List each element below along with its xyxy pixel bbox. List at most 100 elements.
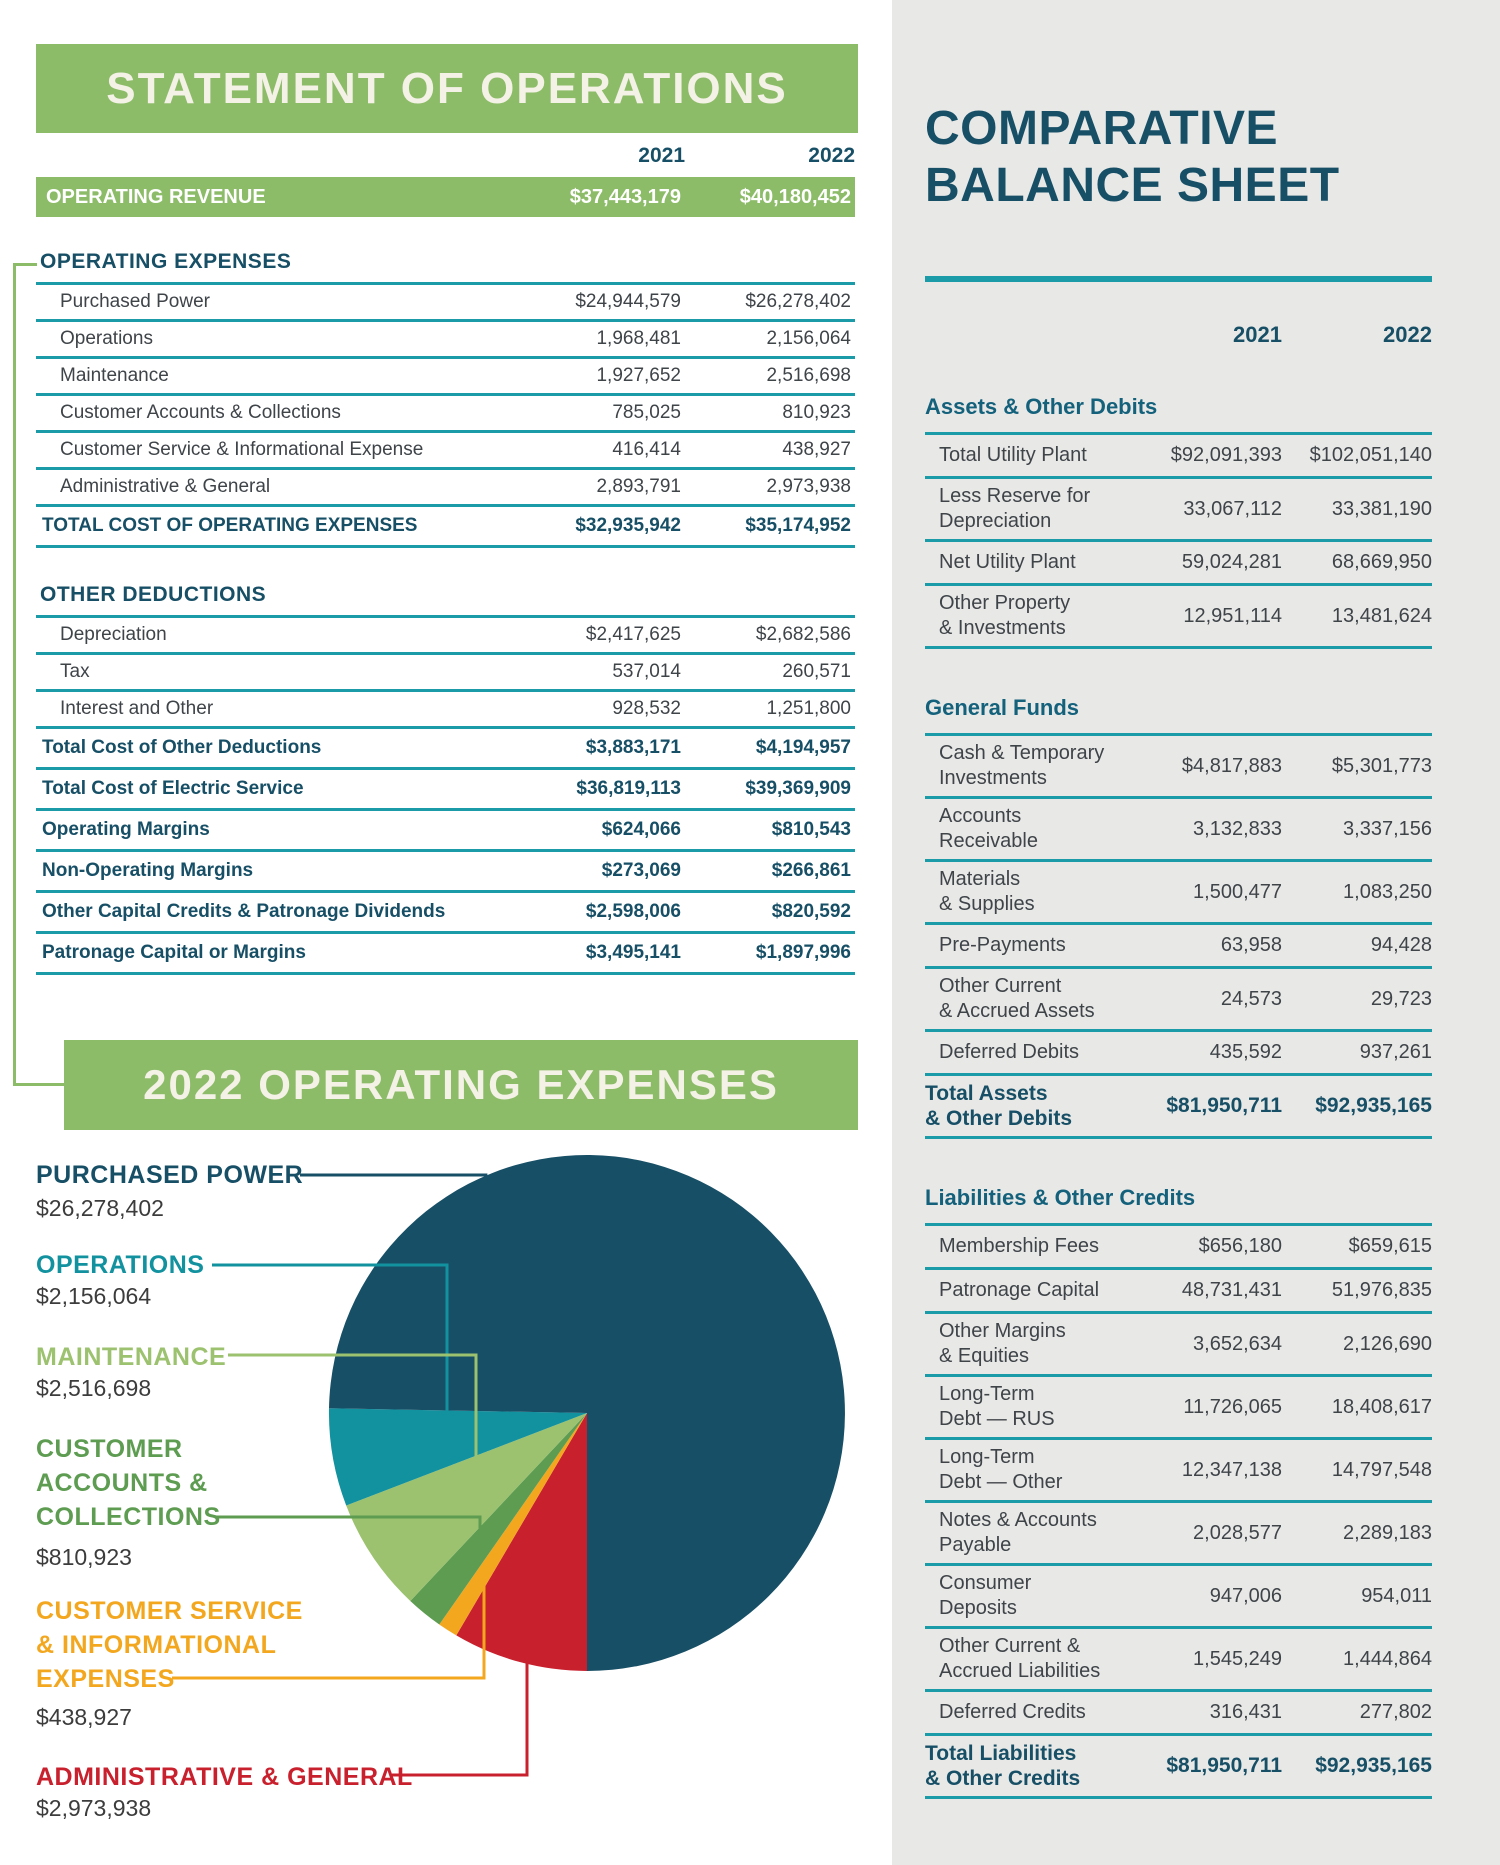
section-heading-general-funds: General Funds <box>925 695 1080 720</box>
value-2022: $26,278,402 <box>745 291 851 312</box>
table-row: Long-Term Debt — Other 12,347,138 14,797,5… <box>925 1440 1432 1503</box>
table-row: Tax 537,014 260,571 <box>36 655 855 692</box>
row-label: Total Assets & Other Debits <box>925 1082 1073 1130</box>
table-row: Deferred Debits 435,592 937,261 <box>925 1032 1432 1076</box>
value-2022: 1,083,250 <box>1343 880 1432 903</box>
balance-year-headers: 2021 2022 <box>925 322 1432 348</box>
value-2022: $39,369,909 <box>745 778 851 799</box>
row-label: TOTAL COST OF OPERATING EXPENSES <box>42 515 418 536</box>
statement-title: STATEMENT OF OPERATIONS <box>106 63 788 113</box>
value-2021: 3,652,634 <box>1193 1332 1282 1355</box>
table-row: Patronage Capital 48,731,431 51,976,835 <box>925 1270 1432 1314</box>
year-2021-header: 2021 <box>638 144 685 167</box>
value-2021: 947,006 <box>1209 1584 1282 1607</box>
table-row: Consumer Deposits 947,006 954,011 <box>925 1566 1432 1629</box>
table-row: Total Cost of Electric Service $36,819,11… <box>36 770 855 811</box>
statement-of-operations-banner: STATEMENT OF OPERATIONS <box>36 44 858 133</box>
section-rows: Membership Fees $656,180 $659,615 Patronage… <box>925 1223 1432 1799</box>
table-row: Purchased Power $24,944,579 $26,278,402 <box>36 285 855 322</box>
other-deductions-table: Depreciation $2,417,625 $2,682,586 Tax 537,0… <box>36 615 855 975</box>
table-row: Cash & Temporary Investments $4,817,883 $5… <box>925 736 1432 799</box>
table-row: Accounts Receivable 3,132,833 3,337,156 <box>925 799 1432 862</box>
value-2022: $1,897,996 <box>755 942 851 963</box>
pie-legend-label-customer-accounts-collections: CUSTOMER ACCOUNTS & COLLECTIONS <box>36 1435 221 1531</box>
row-label: Patronage Capital <box>939 1279 1100 1301</box>
value-2021: 435,592 <box>1209 1041 1282 1063</box>
value-2022: $102,051,140 <box>1309 444 1432 466</box>
year-2022-header: 2022 <box>808 144 855 167</box>
value-2021: 2,028,577 <box>1193 1521 1282 1544</box>
table-row: Long-Term Debt — RUS 11,726,065 18,408,617 <box>925 1377 1432 1440</box>
value-2021: 59,024,281 <box>1181 551 1282 573</box>
row-label: Less Reserve for Depreciation <box>939 485 1091 532</box>
value-2022: 2,289,183 <box>1343 1521 1432 1544</box>
row-label: Purchased Power <box>60 291 210 312</box>
operating-revenue-2022: $40,180,452 <box>739 185 851 208</box>
pie-legend-value-operations: $2,156,064 <box>36 1283 152 1309</box>
value-2021: 316,431 <box>1209 1701 1282 1723</box>
value-2021: $656,180 <box>1198 1235 1282 1257</box>
row-label: Total Cost of Electric Service <box>42 778 304 799</box>
table-row: Total Assets & Other Debits $81,950,711 $9… <box>925 1076 1432 1139</box>
balance-year-2021: 2021 <box>1233 322 1282 347</box>
table-row: Operating Margins $624,066 $810,543 <box>36 811 855 852</box>
callout-line-customer-accounts-collections <box>215 1515 482 1535</box>
balance-sheet-title-line2: BALANCE SHEET <box>925 159 1340 212</box>
row-label: Depreciation <box>60 624 167 645</box>
pie-legend-value-maintenance: $2,516,698 <box>36 1375 152 1401</box>
row-label: Administrative & General <box>60 476 271 497</box>
table-row: Non-Operating Margins $273,069 $266,861 <box>36 852 855 893</box>
row-label: Materials & Supplies <box>939 868 1035 915</box>
value-2022: 260,571 <box>782 661 851 682</box>
value-2022: $5,301,773 <box>1331 754 1432 777</box>
pie-slice-purchased-power <box>329 1155 845 1671</box>
row-label: Deferred Credits <box>939 1701 1086 1723</box>
value-2021: $624,066 <box>601 819 681 840</box>
table-row: Other Current & Accrued Assets 24,573 29,7… <box>925 969 1432 1032</box>
value-2022: $659,615 <box>1348 1235 1432 1257</box>
row-label: Maintenance <box>60 365 169 386</box>
value-2021: $2,598,006 <box>585 901 681 922</box>
value-2021: 12,951,114 <box>1183 604 1282 627</box>
pie-legend-label-maintenance: MAINTENANCE <box>36 1343 227 1371</box>
table-row: Operations 1,968,481 2,156,064 <box>36 322 855 359</box>
statement-year-headers: 2021 2022 <box>36 140 855 172</box>
value-2022: $35,174,952 <box>745 515 851 536</box>
row-label: Total Utility Plant <box>939 444 1087 466</box>
pie-legend-label-purchased-power: PURCHASED POWER <box>36 1161 304 1189</box>
value-2022: 810,923 <box>782 402 851 423</box>
value-2022: 51,976,835 <box>1331 1279 1432 1301</box>
table-row: Pre-Payments 63,958 94,428 <box>925 925 1432 969</box>
value-2022: 14,797,548 <box>1331 1458 1432 1481</box>
value-2021: 1,545,249 <box>1193 1647 1282 1670</box>
row-label: Patronage Capital or Margins <box>42 942 306 963</box>
operating-expenses-heading: OPERATING EXPENSES <box>40 250 292 273</box>
table-row: Net Utility Plant 59,024,281 68,669,950 <box>925 542 1432 586</box>
row-label: Pre-Payments <box>939 934 1066 956</box>
callout-line-operations <box>212 1263 449 1450</box>
value-2021: 785,025 <box>612 402 681 423</box>
value-2022: 438,927 <box>782 439 851 460</box>
table-row: Other Capital Credits & Patronage Divide… <box>36 893 855 934</box>
value-2021: 1,927,652 <box>596 365 681 386</box>
value-2021: $92,091,393 <box>1170 444 1282 466</box>
value-2022: 29,723 <box>1370 987 1432 1010</box>
callout-line-customer-service-informational-expenses <box>172 1573 486 1680</box>
table-row: Less Reserve for Depreciation 33,067,112 3… <box>925 479 1432 542</box>
value-2021: $81,950,711 <box>1166 1754 1282 1777</box>
callout-line-administrative-general <box>392 1635 529 1777</box>
pie-slice-operations <box>328 1408 587 1506</box>
table-row: Total Utility Plant $92,091,393 $102,051,1… <box>925 435 1432 479</box>
operating-revenue-label: OPERATING REVENUE <box>46 185 266 208</box>
other-deductions-heading: OTHER DEDUCTIONS <box>40 583 267 606</box>
row-label: Interest and Other <box>60 698 214 719</box>
row-label: Consumer Deposits <box>939 1572 1032 1619</box>
row-label: Membership Fees <box>939 1235 1100 1257</box>
row-label: Total Cost of Other Deductions <box>42 737 322 758</box>
pie-slice-customer-accounts-collections <box>410 1413 587 1625</box>
value-2021: 928,532 <box>612 698 681 719</box>
pie-slice-customer-service-informational-expenses <box>439 1413 587 1636</box>
row-label: Total Liabilities & Other Credits <box>925 1742 1081 1790</box>
balance-sections: Assets & Other Debits Total Utility Plant… <box>925 394 1432 1799</box>
pie-legend-value-purchased-power: $26,278,402 <box>36 1195 164 1221</box>
